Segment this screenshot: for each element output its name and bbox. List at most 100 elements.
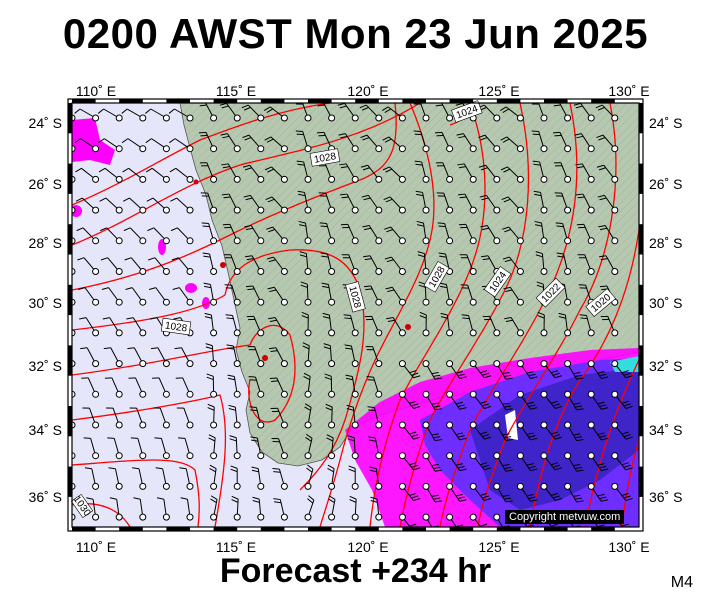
- wind-barb: [103, 347, 123, 368]
- wind-barb: [86, 497, 100, 521]
- wind-barb: [359, 104, 383, 122]
- wind-barb: [97, 108, 123, 122]
- wind-barb: [437, 222, 454, 245]
- wind-barb: [248, 376, 265, 398]
- wind-barb: [242, 134, 265, 153]
- wind-barb: [222, 193, 241, 214]
- wind-barb: [172, 287, 194, 306]
- wind-barb: [446, 452, 467, 472]
- wind-barb: [398, 421, 421, 440]
- wind-barb: [596, 134, 619, 153]
- wind-barb: [416, 220, 430, 245]
- x-tick-label: 125˚ E: [478, 83, 519, 99]
- wind-barb: [176, 407, 194, 429]
- map-title: 0200 AWST Mon 23 Jun 2025: [62, 10, 649, 57]
- y-tick-label: 26˚ S: [649, 176, 682, 192]
- wind-barb: [264, 166, 288, 183]
- wind-barb: [398, 513, 419, 527]
- wind-barb: [145, 138, 170, 153]
- wind-barb: [597, 194, 619, 214]
- wind-barb: [469, 390, 492, 409]
- wind-barb: [422, 513, 439, 527]
- wind-barb: [398, 482, 421, 502]
- wind-barb: [469, 421, 492, 440]
- y-tick-label: 24˚ S: [649, 115, 682, 131]
- wind-barb: [296, 160, 312, 183]
- wind-barb: [365, 346, 383, 368]
- wind-barb: [327, 464, 336, 490]
- wind-barb: [564, 360, 584, 380]
- wind-barb: [266, 256, 288, 275]
- wind-barb: [439, 282, 454, 306]
- wind-barb: [98, 167, 123, 183]
- wind-barb: [228, 404, 241, 429]
- wind-barb: [340, 223, 359, 245]
- wind-barb: [364, 315, 383, 337]
- wind-barb: [587, 390, 609, 410]
- wind-barb: [446, 360, 467, 380]
- x-tick-label: 130˚ E: [608, 83, 649, 99]
- wind-barb: [398, 452, 421, 471]
- wind-barb: [201, 222, 218, 245]
- wind-barb: [102, 317, 123, 337]
- wind-barb: [598, 225, 619, 245]
- wind-barb: [128, 377, 147, 398]
- wind-barb: [398, 360, 421, 379]
- wind-barb: [479, 194, 501, 214]
- wind-barb: [434, 131, 454, 153]
- wind-barb: [457, 163, 477, 183]
- wind-barb: [77, 257, 100, 275]
- wind-barb: [323, 343, 336, 368]
- wind-barb: [456, 133, 477, 153]
- wind-barb: [322, 312, 336, 337]
- wind-barb: [533, 190, 548, 214]
- wind-barb: [79, 317, 100, 337]
- wind-barb: [493, 390, 513, 411]
- wind-barb: [206, 373, 218, 398]
- wind-barb: [540, 421, 562, 440]
- y-tick-label: 34˚ S: [29, 422, 62, 438]
- y-tick-label: 30˚ S: [649, 295, 682, 311]
- wind-barb: [72, 390, 76, 398]
- wind-barb: [104, 377, 123, 398]
- wind-barb: [205, 343, 218, 368]
- wind-barb: [230, 465, 241, 490]
- wind-barb: [227, 374, 241, 398]
- wind-barb: [207, 403, 218, 429]
- wind-barb: [133, 497, 147, 521]
- wind-barb: [98, 138, 123, 153]
- rain-patch-northwest: [72, 118, 115, 165]
- wind-barb: [579, 314, 595, 337]
- wind-barb: [121, 138, 147, 153]
- x-tick-label: 110˚ E: [76, 83, 116, 99]
- wind-barb: [99, 197, 123, 214]
- wind-barb: [209, 464, 218, 490]
- wind-barb: [611, 482, 633, 502]
- wind-barb: [80, 347, 100, 368]
- wind-barb: [264, 136, 288, 153]
- wind-barb: [304, 464, 314, 490]
- wind-barb: [107, 437, 123, 460]
- wind-barb: [531, 103, 548, 122]
- wind-barb: [146, 197, 170, 214]
- wind-barb: [72, 482, 76, 490]
- wind-barb: [266, 226, 288, 245]
- wind-barb: [81, 377, 100, 398]
- wind-barb: [72, 513, 76, 521]
- wind-barb: [72, 237, 76, 245]
- wind-barb: [575, 163, 595, 183]
- wind-barb: [596, 164, 619, 183]
- wind-barb: [72, 360, 76, 368]
- wind-barb: [168, 108, 194, 122]
- wind-barb: [360, 134, 383, 153]
- wind-barb: [326, 434, 336, 460]
- wind-barb: [109, 497, 123, 521]
- wind-barb: [125, 287, 147, 306]
- wind-barb: [382, 136, 406, 153]
- wind-barb: [540, 482, 562, 502]
- wind-barb: [611, 390, 633, 409]
- wind-barb: [587, 360, 609, 380]
- wind-barb: [419, 311, 430, 337]
- model-label: M4: [670, 574, 693, 591]
- wind-barb: [503, 286, 524, 306]
